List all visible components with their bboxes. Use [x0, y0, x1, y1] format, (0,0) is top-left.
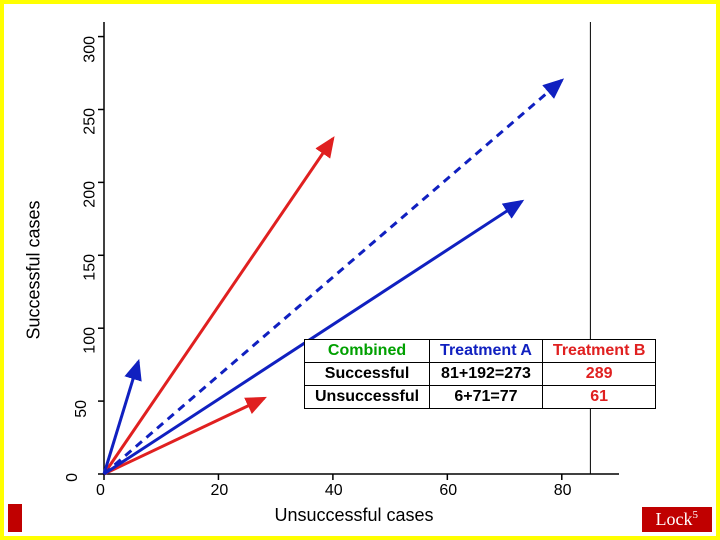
left-red-stub	[8, 504, 22, 532]
table-row-label: Unsuccessful	[305, 386, 430, 409]
table-cell: 6+71=77	[430, 386, 543, 409]
slide-frame: Successful cases Unsuccessful cases 0204…	[0, 0, 720, 540]
table-row-label: Successful	[305, 363, 430, 386]
footer-text: Lock	[656, 509, 693, 529]
table-header: Treatment B	[542, 340, 655, 363]
table-cell: 289	[542, 363, 655, 386]
table-header: Treatment A	[430, 340, 543, 363]
axes	[98, 22, 619, 480]
footer-badge: Lock5	[642, 507, 712, 532]
data-table: CombinedTreatment ATreatment B Successful…	[304, 339, 656, 409]
table-cell: 81+192=273	[430, 363, 543, 386]
table-header: Combined	[305, 340, 430, 363]
table-cell: 61	[542, 386, 655, 409]
footer-sup: 5	[693, 509, 699, 521]
chart-svg	[4, 4, 716, 536]
chart-arrows	[104, 80, 562, 474]
